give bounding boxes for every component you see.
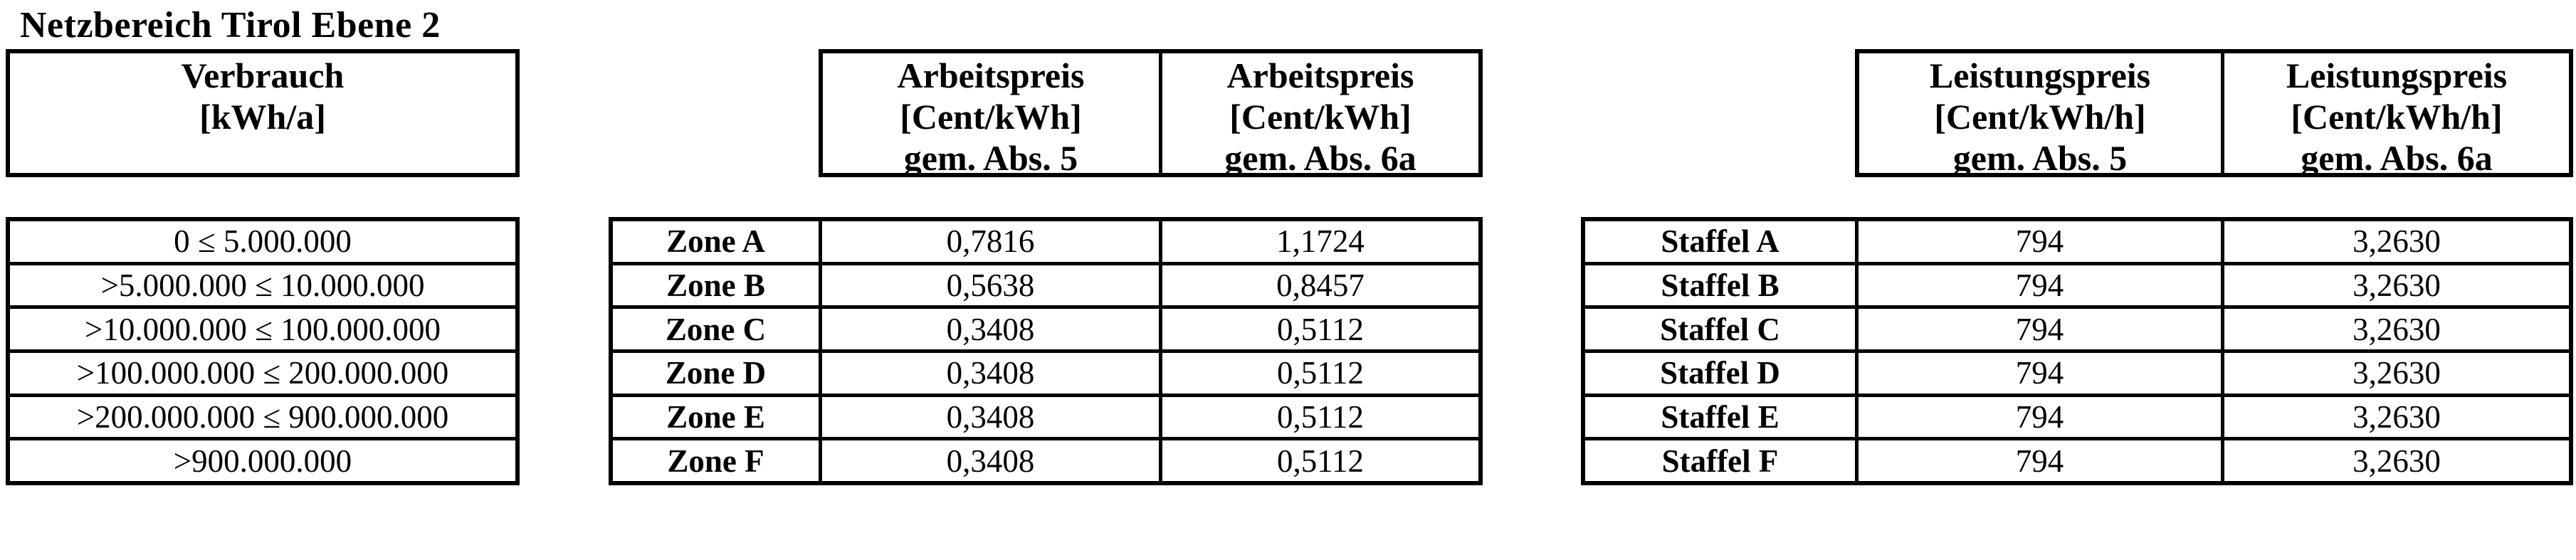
consumption-range: >200.000.000 ≤ 900.000.000	[10, 396, 515, 438]
arbeitspreis-abs5-value: 0,3408	[822, 309, 1159, 349]
consumption-header-box: Verbrauch [kWh/a]	[6, 49, 520, 177]
consumption-range: >10.000.000 ≤ 100.000.000	[10, 309, 515, 349]
leistungspreis-header-box: Leistungspreis [Cent/kWh/h] gem. Abs. 5 …	[1855, 49, 2573, 177]
consumption-range: >5.000.000 ≤ 10.000.000	[10, 265, 515, 306]
page-title: Netzbereich Tirol Ebene 2	[20, 5, 441, 46]
zone-label: Zone C	[613, 309, 819, 349]
leistungspreis-abs6a-value: 3,2630	[2224, 353, 2569, 393]
consumption-range: 0 ≤ 5.000.000	[10, 221, 515, 262]
zone-label: Zone D	[613, 353, 819, 393]
staffel-label: Staffel D	[1585, 353, 1855, 393]
staffel-label: Staffel B	[1585, 265, 1855, 306]
leistungspreis-abs5-value: 794	[1859, 265, 2221, 306]
arbeitspreis-abs6a-value: 0,5112	[1162, 396, 1478, 438]
consumption-header-cell: Verbrauch [kWh/a]	[10, 53, 515, 173]
leistungspreis-abs6a-value: 3,2630	[2224, 265, 2569, 306]
leistungspreis-abs6a-value: 3,2630	[2224, 440, 2569, 481]
leistungspreis-abs5-value: 794	[1859, 309, 2221, 349]
arbeitspreis-abs5-value: 0,7816	[822, 221, 1159, 262]
arbeitspreis-abs5-value: 0,5638	[822, 265, 1159, 306]
leistungspreis-abs6a-ref: gem. Abs. 6a	[2301, 138, 2493, 173]
consumption-header-title: Verbrauch	[181, 56, 345, 95]
staffel-label: Staffel E	[1585, 396, 1855, 438]
arbeitspreis-abs6a-value: 1,1724	[1162, 221, 1478, 262]
arbeitspreis-abs6a-value: 0,5112	[1162, 353, 1478, 393]
arbeitspreis-abs5-header: Arbeitspreis [Cent/kWh] gem. Abs. 5	[823, 53, 1159, 173]
arbeitspreis-abs5-title: Arbeitspreis	[897, 56, 1085, 95]
zone-label: Zone F	[613, 440, 819, 481]
arbeitspreis-abs6a-header: Arbeitspreis [Cent/kWh] gem. Abs. 6a	[1162, 53, 1478, 173]
consumption-range: >100.000.000 ≤ 200.000.000	[10, 353, 515, 393]
leistungspreis-abs6a-unit: [Cent/kWh/h]	[2291, 97, 2503, 137]
leistungspreis-abs6a-value: 3,2630	[2224, 396, 2569, 438]
arbeitspreis-abs5-value: 0,3408	[822, 396, 1159, 438]
leistungspreis-abs5-ref: gem. Abs. 5	[1952, 138, 2128, 173]
arbeitspreis-abs5-ref: gem. Abs. 5	[903, 138, 1078, 173]
zone-label: Zone B	[613, 265, 819, 306]
leistungspreis-abs6a-header: Leistungspreis [Cent/kWh/h] gem. Abs. 6a	[2224, 53, 2569, 173]
arbeitspreis-abs5-unit: [Cent/kWh]	[900, 97, 1082, 137]
leistungspreis-abs5-value: 794	[1859, 440, 2221, 481]
zone-label: Zone A	[613, 221, 819, 262]
leistungspreis-abs6a-value: 3,2630	[2224, 309, 2569, 349]
consumption-range: >900.000.000	[10, 440, 515, 481]
staffel-label: Staffel A	[1585, 221, 1855, 262]
staffel-label: Staffel C	[1585, 309, 1855, 349]
consumption-table: 0 ≤ 5.000.000 >5.000.000 ≤ 10.000.000 >1…	[6, 217, 520, 485]
arbeitspreis-header-box: Arbeitspreis [Cent/kWh] gem. Abs. 5 Arbe…	[819, 49, 1483, 177]
leistungspreis-abs5-unit: [Cent/kWh/h]	[1934, 97, 2146, 137]
staffel-label: Staffel F	[1585, 440, 1855, 481]
consumption-header-unit: [kWh/a]	[199, 97, 326, 137]
leistungspreis-abs6a-value: 3,2630	[2224, 221, 2569, 262]
leistungspreis-abs5-title: Leistungspreis	[1929, 56, 2151, 95]
zone-label: Zone E	[613, 396, 819, 438]
leistungspreis-abs5-header: Leistungspreis [Cent/kWh/h] gem. Abs. 5	[1859, 53, 2221, 173]
leistungspreis-abs5-value: 794	[1859, 396, 2221, 438]
arbeitspreis-abs6a-value: 0,5112	[1162, 309, 1478, 349]
arbeitspreis-abs6a-title: Arbeitspreis	[1226, 56, 1414, 95]
leistungspreis-abs5-value: 794	[1859, 221, 2221, 262]
arbeitspreis-table: Zone A 0,7816 1,1724 Zone B 0,5638 0,845…	[609, 217, 1483, 485]
leistungspreis-abs5-value: 794	[1859, 353, 2221, 393]
arbeitspreis-abs5-value: 0,3408	[822, 440, 1159, 481]
arbeitspreis-abs6a-value: 0,5112	[1162, 440, 1478, 481]
leistungspreis-table: Staffel A 794 3,2630 Staffel B 794 3,263…	[1581, 217, 2573, 485]
leistungspreis-abs6a-title: Leistungspreis	[2286, 56, 2508, 95]
arbeitspreis-abs6a-unit: [Cent/kWh]	[1229, 97, 1411, 137]
arbeitspreis-abs6a-value: 0,8457	[1162, 265, 1478, 306]
arbeitspreis-abs5-value: 0,3408	[822, 353, 1159, 393]
arbeitspreis-abs6a-ref: gem. Abs. 6a	[1224, 138, 1416, 173]
